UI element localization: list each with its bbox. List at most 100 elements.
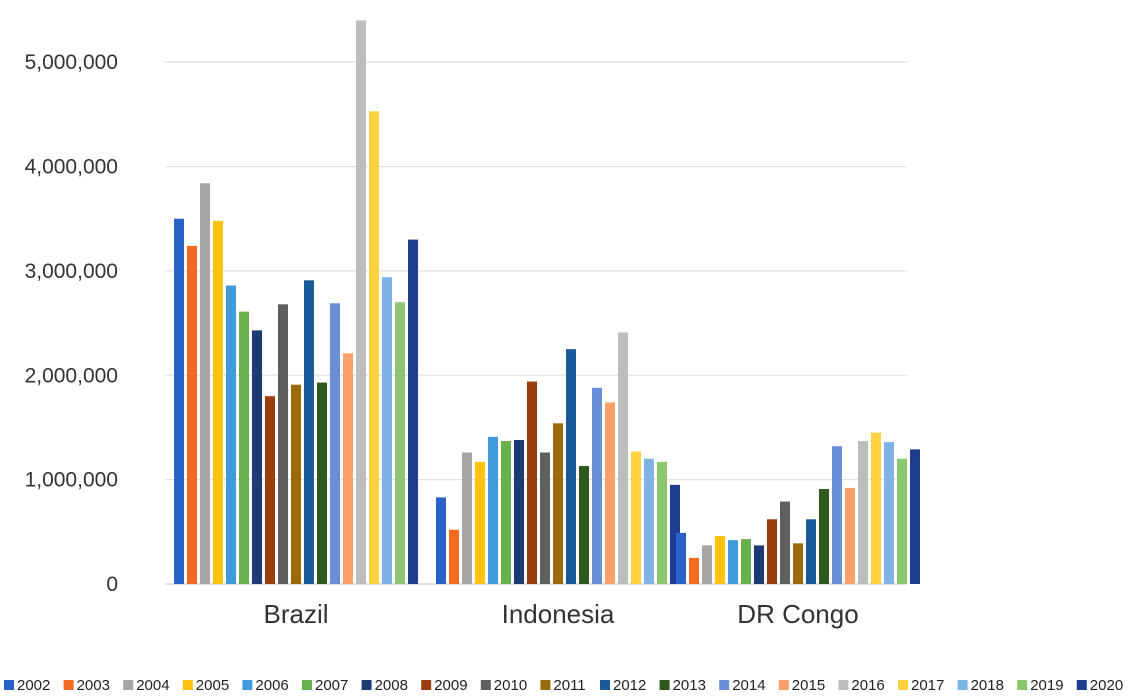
bar-dr-congo-2009 bbox=[767, 519, 777, 584]
bar-brazil-2017 bbox=[369, 111, 379, 584]
legend-label: 2004 bbox=[136, 677, 169, 694]
y-tick-label: 5,000,000 bbox=[25, 51, 118, 74]
legend-swatch bbox=[63, 680, 74, 690]
bar-indonesia-2005 bbox=[475, 461, 485, 584]
bars bbox=[174, 20, 920, 585]
legend-label: 2009 bbox=[434, 677, 467, 694]
legend-swatch bbox=[242, 680, 253, 690]
bar-indonesia-2007 bbox=[501, 441, 511, 584]
bar-dr-congo-2020 bbox=[910, 449, 920, 584]
bar-dr-congo-2015 bbox=[845, 487, 855, 584]
bar-brazil-2010 bbox=[278, 304, 288, 584]
legend-label: 2011 bbox=[553, 677, 585, 694]
x-category-label: Brazil bbox=[263, 599, 328, 629]
bar-indonesia-2020 bbox=[670, 484, 680, 584]
legend-swatch bbox=[302, 680, 312, 690]
bar-brazil-2003 bbox=[187, 245, 197, 584]
bar-dr-congo-2014 bbox=[832, 446, 842, 584]
legend-swatch bbox=[600, 680, 610, 690]
bar-brazil-2006 bbox=[226, 285, 236, 584]
legend-swatch bbox=[719, 680, 730, 690]
bar-dr-congo-2017 bbox=[871, 432, 881, 584]
bar-indonesia-2015 bbox=[605, 402, 615, 584]
bar-dr-congo-2011 bbox=[793, 543, 803, 584]
bar-brazil-2011 bbox=[291, 384, 301, 584]
bar-dr-congo-2012 bbox=[806, 519, 816, 584]
legend-swatch bbox=[421, 680, 432, 690]
bar-indonesia-2008 bbox=[514, 439, 524, 584]
bar-brazil-2020 bbox=[408, 239, 418, 584]
bar-dr-congo-2013 bbox=[819, 489, 829, 584]
bar-brazil-2015 bbox=[343, 353, 353, 584]
legend-swatch bbox=[1017, 680, 1028, 690]
bar-dr-congo-2019 bbox=[897, 458, 907, 584]
bar-indonesia-2004 bbox=[462, 452, 472, 584]
legend-label: 2012 bbox=[613, 677, 646, 694]
legend-label: 2002 bbox=[17, 677, 50, 694]
bar-indonesia-2016 bbox=[618, 332, 628, 584]
legend-label: 2003 bbox=[77, 677, 110, 694]
bar-dr-congo-2005 bbox=[715, 535, 725, 584]
bar-dr-congo-2018 bbox=[884, 442, 894, 584]
bar-brazil-2007 bbox=[239, 311, 249, 584]
bar-dr-congo-2004 bbox=[702, 545, 712, 584]
legend-swatch bbox=[4, 680, 14, 690]
bar-indonesia-2009 bbox=[527, 381, 537, 584]
legend-label: 2008 bbox=[375, 677, 408, 694]
legend-swatch bbox=[123, 680, 134, 690]
legend: 2002 2003 2004 2005 2006 2007 2008 2009 2010 2011… bbox=[4, 677, 1123, 694]
bar-indonesia-2012 bbox=[566, 349, 576, 584]
bar-dr-congo-2002 bbox=[676, 532, 686, 584]
legend-label: 2013 bbox=[673, 677, 706, 694]
legend-swatch bbox=[1076, 680, 1087, 690]
legend-label: 2020 bbox=[1090, 677, 1123, 694]
bar-dr-congo-2010 bbox=[780, 501, 790, 584]
legend-label: 2019 bbox=[1030, 677, 1063, 694]
y-axis-tick-labels: 0 1,000,000 2,000,000 3,000,000 4,000,000 5,0… bbox=[25, 51, 118, 596]
bar-brazil-2008 bbox=[252, 330, 262, 584]
legend-label: 2007 bbox=[315, 677, 348, 694]
legend-label: 2006 bbox=[255, 677, 288, 694]
bar-brazil-2002 bbox=[174, 218, 184, 584]
legend-swatch bbox=[361, 680, 372, 690]
bar-dr-congo-2003 bbox=[689, 557, 699, 584]
bar-indonesia-2019 bbox=[657, 461, 667, 584]
bar-dr-congo-2006 bbox=[728, 540, 738, 584]
legend-label: 2010 bbox=[494, 677, 527, 694]
legend-swatch bbox=[182, 680, 193, 690]
x-category-label: DR Congo bbox=[737, 599, 858, 629]
legend-swatch bbox=[898, 680, 908, 690]
bar-indonesia-2014 bbox=[592, 387, 602, 584]
legend-swatch bbox=[838, 680, 849, 690]
legend-label: 2018 bbox=[971, 677, 1004, 694]
legend-swatch bbox=[480, 680, 491, 690]
x-category-label: Indonesia bbox=[502, 599, 615, 629]
bar-dr-congo-2008 bbox=[754, 545, 764, 584]
legend-label: 2014 bbox=[732, 677, 765, 694]
legend-label: 2015 bbox=[792, 677, 825, 694]
bar-indonesia-2018 bbox=[644, 458, 654, 584]
bar-indonesia-2003 bbox=[449, 529, 459, 584]
legend-swatch bbox=[659, 680, 670, 690]
legend-swatch bbox=[540, 680, 551, 690]
y-tick-label: 2,000,000 bbox=[25, 364, 118, 387]
bar-brazil-2013 bbox=[317, 382, 327, 584]
bar-indonesia-2010 bbox=[540, 452, 550, 584]
x-axis-category-labels: Brazil Indonesia DR Congo bbox=[263, 599, 858, 629]
legend-swatch bbox=[778, 680, 789, 690]
y-tick-label: 0 bbox=[106, 573, 118, 596]
bar-indonesia-2013 bbox=[579, 466, 589, 584]
legend-label: 2005 bbox=[196, 677, 229, 694]
bar-brazil-2016 bbox=[356, 20, 366, 585]
y-tick-label: 1,000,000 bbox=[25, 469, 118, 492]
y-tick-label: 3,000,000 bbox=[25, 260, 118, 283]
bar-brazil-2012 bbox=[304, 280, 314, 584]
bar-brazil-2005 bbox=[213, 220, 223, 584]
bar-dr-congo-2007 bbox=[741, 539, 751, 584]
bar-indonesia-2002 bbox=[436, 497, 446, 584]
bar-indonesia-2011 bbox=[553, 423, 563, 584]
bar-brazil-2018 bbox=[382, 277, 392, 584]
legend-swatch bbox=[957, 680, 968, 690]
